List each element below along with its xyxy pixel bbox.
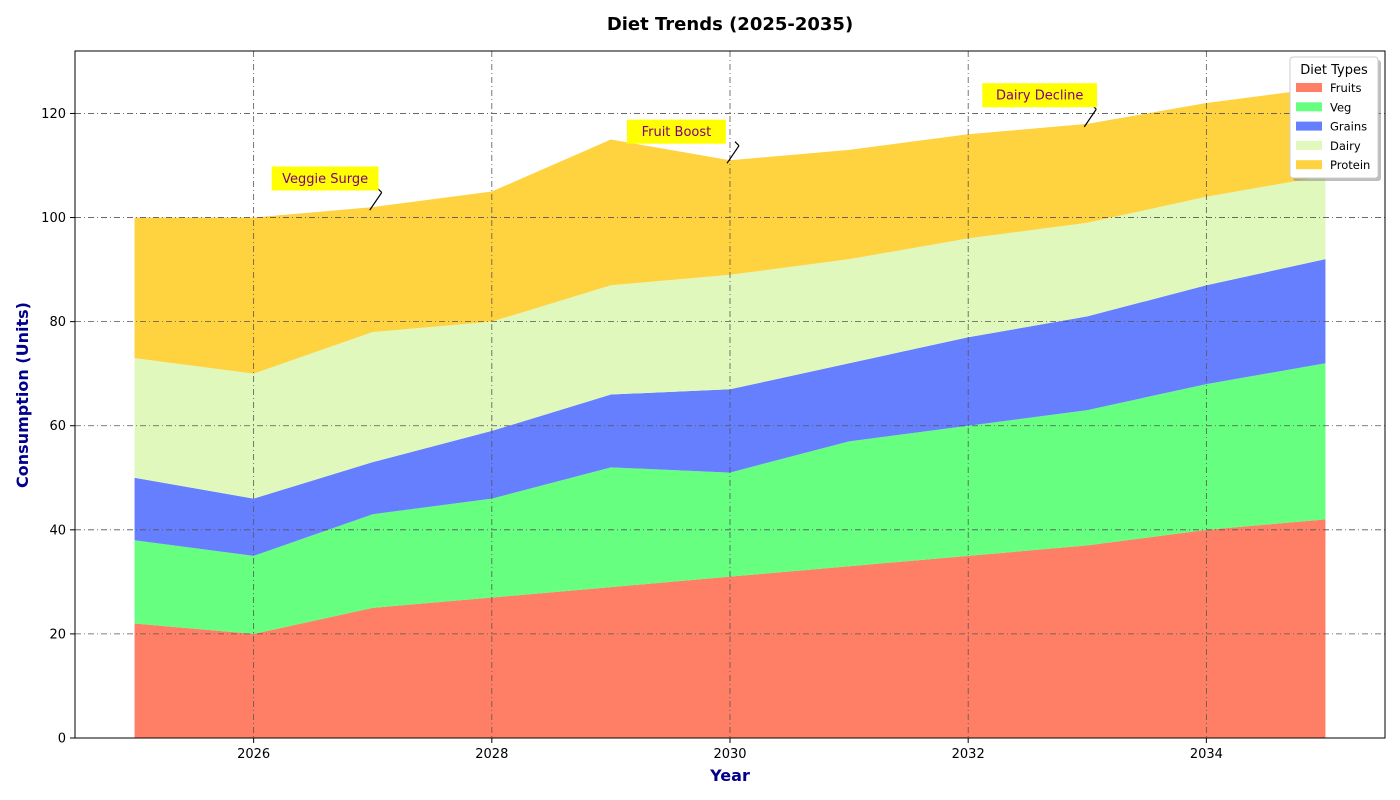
- y-tick-label: 80: [49, 315, 66, 330]
- legend: Diet Types Fruits Veg Grains Dairy Protein: [1289, 56, 1381, 181]
- x-tick-label: 2026: [237, 747, 270, 762]
- x-tick-label: 2028: [475, 747, 508, 762]
- x-tick-label: 2032: [952, 747, 985, 762]
- annotation-arrow: [726, 141, 740, 164]
- x-axis-label: Year: [709, 766, 750, 785]
- y-tick-label: 120: [41, 107, 66, 122]
- annotation-box: [982, 83, 1097, 108]
- legend-label-grains: Grains: [1330, 120, 1367, 134]
- legend-label-protein: Protein: [1330, 158, 1370, 172]
- x-tick-label: 2030: [713, 747, 746, 762]
- annotation: Dairy Decline: [982, 83, 1097, 128]
- annotations: Veggie Surge Fruit Boost Dairy Decline: [271, 83, 1097, 211]
- legend-swatch-dairy: [1296, 140, 1322, 150]
- annotation-label: Veggie Surge: [282, 172, 368, 187]
- annotation-label: Fruit Boost: [642, 125, 712, 140]
- legend-items: Fruits Veg Grains Dairy Protein: [1296, 81, 1370, 172]
- y-tick-label: 0: [58, 732, 66, 747]
- x-tick-label: 2034: [1190, 747, 1223, 762]
- legend-swatch-fruits: [1296, 83, 1322, 92]
- y-axis-label: Consumption (Units): [13, 302, 32, 488]
- legend-swatch-grains: [1296, 121, 1322, 131]
- legend-label-fruits: Fruits: [1330, 81, 1362, 95]
- area-protein: [134, 87, 1326, 374]
- annotation-box: [626, 119, 726, 144]
- y-tick-label: 20: [49, 627, 66, 642]
- legend-label-dairy: Dairy: [1330, 139, 1361, 153]
- y-tick-label: 100: [41, 211, 66, 226]
- y-axis-ticks: 0 20 40 60 80 100 120: [41, 107, 75, 747]
- chart-title: Diet Trends (2025-2035): [607, 14, 853, 35]
- annotation-label: Dairy Decline: [996, 89, 1083, 104]
- y-tick-label: 40: [49, 523, 66, 538]
- x-axis-ticks: 2026 2028 2030 2032 2034: [237, 738, 1223, 762]
- legend-label-veg: Veg: [1330, 100, 1351, 114]
- legend-title: Diet Types: [1300, 63, 1368, 78]
- legend-swatch-protein: [1296, 160, 1322, 170]
- annotation-box: [271, 166, 379, 191]
- legend-swatch-veg: [1296, 102, 1322, 112]
- annotation: Veggie Surge: [271, 166, 383, 211]
- y-tick-label: 60: [49, 419, 66, 434]
- annotation: Fruit Boost: [626, 119, 740, 164]
